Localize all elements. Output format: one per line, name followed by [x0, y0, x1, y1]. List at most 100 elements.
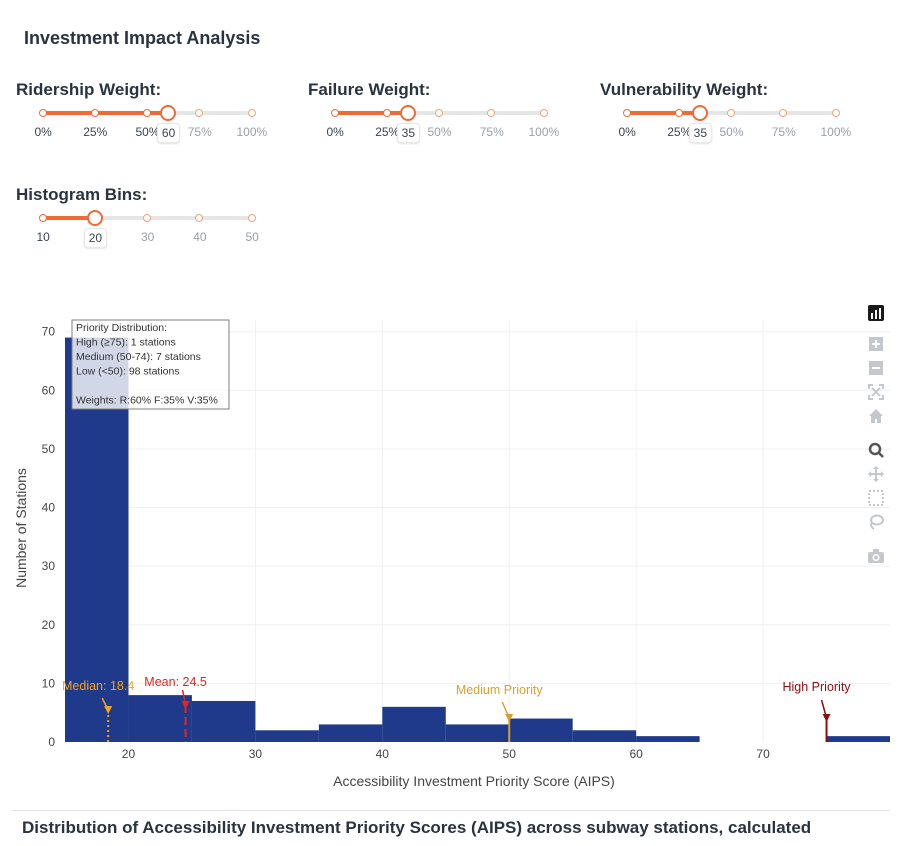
y-tick-label: 70	[42, 325, 56, 339]
autoscale-icon[interactable]	[866, 384, 886, 404]
y-tick-label: 10	[42, 676, 56, 690]
slider-mark-dot[interactable]	[90, 108, 99, 117]
slider-mark-dot[interactable]	[247, 213, 256, 222]
info-box-line: Priority Distribution:	[76, 322, 167, 334]
slider-mark-label: 0%	[34, 125, 52, 139]
slider-mark-label: 75%	[771, 125, 796, 139]
aips-histogram-chart: Median: 18.4 Mean: 24.5 Medium Priority Hig…	[13, 319, 890, 789]
x-tick-label: 20	[122, 747, 136, 761]
camera-icon[interactable]	[866, 548, 886, 568]
page-title: Investment Impact Analysis	[24, 28, 261, 48]
histogram-bar	[826, 736, 890, 742]
x-tick-label: 30	[249, 747, 263, 761]
slider-handle[interactable]	[160, 105, 177, 121]
slider-mark-dot[interactable]	[195, 213, 204, 222]
chart-caption: Distribution of Accessibility Investment…	[22, 818, 812, 837]
slider-mark-dot[interactable]	[143, 213, 151, 222]
plotly-logo-icon[interactable]	[866, 304, 886, 324]
priority-distribution-box: Priority Distribution: High (≥75): 1 stat…	[71, 319, 230, 410]
slider-mark-dot[interactable]	[779, 108, 788, 117]
slider-handle[interactable]	[87, 210, 104, 226]
slider-mark-dot[interactable]	[674, 108, 683, 117]
slider-mark-dot[interactable]	[195, 108, 204, 117]
slider-mark-dot[interactable]	[622, 108, 631, 117]
medium-priority-label: Medium Priority	[456, 683, 544, 697]
slider-mark-dot[interactable]	[330, 108, 339, 117]
y-tick-label: 30	[42, 559, 56, 573]
slider-mark-label: 50%	[719, 125, 744, 139]
slider-handle[interactable]	[400, 105, 417, 121]
histogram-bar	[572, 730, 637, 742]
y-tick-label: 20	[42, 618, 56, 632]
medium-priority-arrowhead	[505, 714, 514, 722]
y-tick-label: 50	[42, 442, 56, 456]
slider-mark-label: 100%	[236, 125, 268, 139]
x-tick-label: 70	[756, 747, 770, 761]
slider-mark-label: 75%	[187, 125, 212, 139]
high-priority-arrowhead	[822, 714, 831, 722]
zoom-in-icon[interactable]	[866, 336, 886, 356]
box-select-icon[interactable]	[866, 490, 886, 510]
histogram-bins-slider[interactable]: Histogram Bins:102030405020	[16, 185, 286, 255]
ridership-weight-slider[interactable]: Ridership Weight: 0% 25% 50% 75% 100% 60	[16, 80, 286, 150]
x-tick-label: 50	[503, 747, 517, 761]
info-box-line: Weights: R:60% F:35% V:35%	[76, 395, 218, 407]
slider-label: Histogram Bins:	[16, 185, 148, 204]
slider-mark-label: 50	[245, 230, 259, 244]
histogram-bar	[255, 730, 319, 742]
slider-mark-dot[interactable]	[539, 108, 548, 117]
slider-value-tooltip: 35	[688, 123, 712, 143]
pan-icon[interactable]	[866, 466, 886, 486]
y-axis-title: Number of Stations	[13, 468, 29, 588]
y-tick-label: 60	[42, 383, 56, 397]
slider-mark-label: 25%	[83, 125, 108, 139]
slider-mark-dot[interactable]	[727, 108, 735, 117]
slider-mark-label: 100%	[820, 125, 852, 139]
slider-mark-label: 0%	[326, 125, 344, 139]
median-arrowhead	[104, 706, 113, 714]
zoom-out-icon[interactable]	[866, 360, 886, 380]
slider-fill	[335, 111, 409, 115]
slider-label: Vulnerability Weight:	[600, 80, 769, 99]
divider	[12, 810, 890, 811]
high-priority-label: High Priority	[782, 680, 851, 694]
slider-mark-dot[interactable]	[143, 108, 151, 117]
slider-mark-label: 30	[141, 230, 155, 244]
reset-axes-icon[interactable]	[866, 408, 886, 428]
vulnerability-weight-slider[interactable]: Vulnerability Weight: 0% 25% 50% 75% 100% 35	[600, 80, 870, 150]
slider-handle[interactable]	[692, 105, 709, 121]
slider-mark-label: 75%	[479, 125, 504, 139]
slider-value-tooltip: 60	[156, 123, 181, 143]
slider-label: Failure Weight:	[308, 80, 431, 99]
zoom-icon[interactable]	[866, 442, 886, 462]
lasso-select-icon[interactable]	[866, 514, 886, 534]
y-tick-label: 0	[48, 735, 55, 749]
slider-mark-dot[interactable]	[435, 108, 443, 117]
chart-modebar	[864, 302, 888, 572]
slider-mark-label: 50%	[427, 125, 452, 139]
slider-mark-dot[interactable]	[831, 108, 840, 117]
slider-mark-label: 40	[193, 230, 207, 244]
slider-fill	[627, 111, 701, 115]
x-tick-label: 60	[629, 747, 643, 761]
slider-mark-label: 100%	[528, 125, 560, 139]
slider-mark-dot[interactable]	[382, 108, 391, 117]
failure-weight-slider[interactable]: Failure Weight: 0% 25% 50% 75% 100% 35	[308, 80, 578, 150]
slider-mark-dot[interactable]	[247, 108, 256, 117]
histogram-bar	[128, 695, 192, 742]
slider-mark-label: 10	[36, 230, 50, 244]
mean-label: Mean: 24.5	[144, 675, 207, 689]
x-tick-label: 40	[376, 747, 390, 761]
histogram-bar	[509, 718, 573, 742]
slider-value-tooltip: 35	[396, 123, 420, 143]
median-label: Median: 18.4	[62, 679, 134, 693]
y-tick-label: 40	[42, 501, 56, 515]
slider-mark-dot[interactable]	[38, 108, 47, 117]
slider-mark-label: 0%	[618, 125, 636, 139]
info-box-line: Low (<50): 98 stations	[76, 366, 180, 378]
histogram-bar	[318, 724, 383, 742]
slider-mark-dot[interactable]	[487, 108, 496, 117]
slider-fill	[43, 111, 169, 115]
slider-fill	[43, 216, 96, 220]
slider-mark-dot[interactable]	[38, 213, 47, 222]
